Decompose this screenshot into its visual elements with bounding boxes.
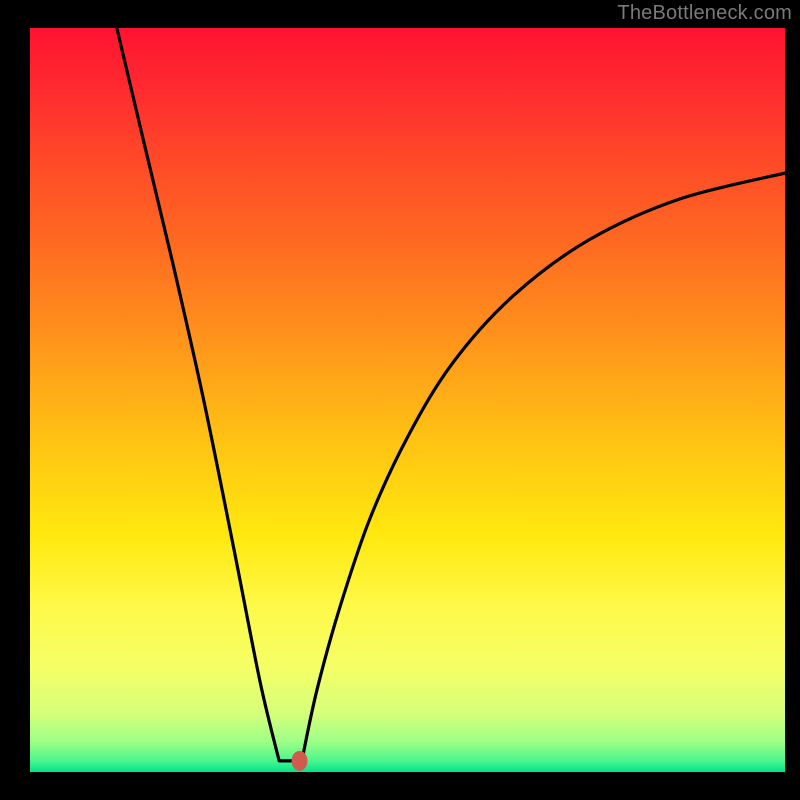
watermark-text: TheBottleneck.com (617, 2, 792, 25)
chart-stage: TheBottleneck.com (0, 0, 800, 800)
chart-svg (0, 0, 800, 800)
optimal-marker (292, 751, 308, 771)
